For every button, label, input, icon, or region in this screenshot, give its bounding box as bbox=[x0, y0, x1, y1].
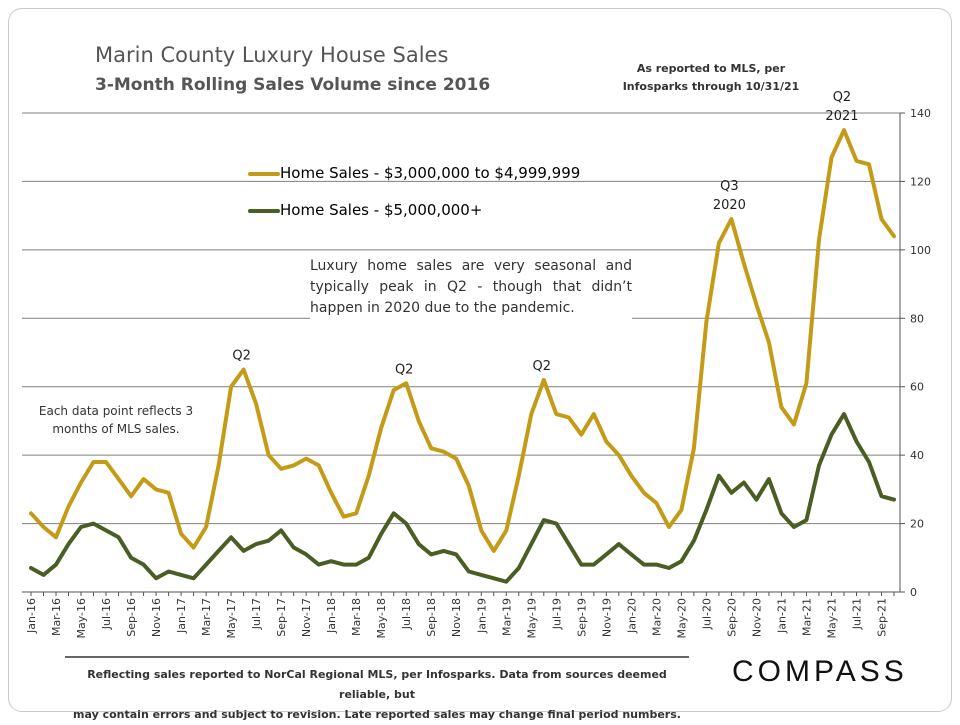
y-tick-label-20: 20 bbox=[910, 518, 924, 531]
x-tick-label: Mar-18 bbox=[350, 598, 363, 636]
legend-label-series-1: Home Sales - $3,000,000 to $4,999,999 bbox=[280, 164, 581, 182]
x-tick-label: Nov-20 bbox=[750, 598, 763, 637]
x-tick-label: Sep-19 bbox=[575, 598, 588, 637]
x-tick-label: Nov-16 bbox=[150, 598, 163, 637]
x-tick-label: May-19 bbox=[525, 598, 538, 639]
x-tick-label: May-17 bbox=[225, 598, 238, 639]
x-tick-labels: Jan-16 Mar-16 May-16 Jul-16 Sep-16 Nov-16 Jan-… bbox=[25, 598, 888, 639]
footer-line1: Reflecting sales reported to NorCal Regi… bbox=[87, 668, 667, 701]
source-note: As reported to MLS, per Infosparks throu… bbox=[596, 60, 826, 96]
y-tick-label-40: 40 bbox=[910, 449, 924, 462]
y-tick-labels: 0 20 40 60 80 100 120 140 bbox=[910, 107, 931, 599]
x-tick-label: May-20 bbox=[675, 598, 688, 639]
x-tick-label: Sep-16 bbox=[125, 598, 138, 637]
x-tick-label: Jan-16 bbox=[25, 598, 38, 634]
x-tick-label: Nov-19 bbox=[600, 598, 613, 637]
x-tick-label: Mar-19 bbox=[500, 598, 513, 636]
x-tick-label: Jan-18 bbox=[325, 598, 338, 634]
x-tick-label: Sep-17 bbox=[275, 598, 288, 637]
legend-markers bbox=[248, 172, 280, 213]
y-tick-label-0: 0 bbox=[910, 586, 917, 599]
x-tick-label: May-16 bbox=[75, 598, 88, 639]
footer-disclaimer: Reflecting sales reported to NorCal Regi… bbox=[65, 665, 689, 725]
source-note-line1: As reported to MLS, per bbox=[636, 62, 786, 75]
gridlines bbox=[22, 112, 900, 525]
series-lines bbox=[29, 128, 896, 584]
chart-frame bbox=[8, 8, 952, 712]
x-tick-label: Sep-20 bbox=[725, 598, 738, 637]
x-tick-label: Jan-20 bbox=[625, 598, 638, 634]
x-tick-label: May-18 bbox=[375, 598, 388, 639]
footer-divider bbox=[65, 656, 689, 658]
x-tick-label: Jul-17 bbox=[250, 598, 263, 630]
axes bbox=[22, 112, 905, 596]
peak-labels: Q2 Q2 Q2 Q3 2020 Q2 2021 bbox=[232, 90, 858, 377]
x-tick-label: Sep-18 bbox=[425, 598, 438, 637]
data-point-note: Each data point reflects 3 months of MLS… bbox=[28, 402, 204, 438]
peak-label: Q2 bbox=[533, 359, 552, 374]
x-tick-label: May-21 bbox=[825, 598, 838, 639]
x-tick-label: Nov-18 bbox=[450, 598, 463, 637]
peak-label: 2020 bbox=[713, 198, 746, 213]
footer-line2: may contain errors and subject to revisi… bbox=[73, 708, 681, 721]
x-tick-label: Jul-19 bbox=[550, 598, 563, 630]
x-tick-label: Sep-21 bbox=[875, 598, 888, 637]
x-tick-label: Mar-20 bbox=[650, 598, 663, 636]
source-note-line2: Infosparks through 10/31/21 bbox=[622, 80, 800, 93]
seasonality-annotation: Luxury home sales are very seasonal and … bbox=[310, 256, 632, 319]
y-tick-label-120: 120 bbox=[910, 175, 931, 188]
x-tick-label: Mar-16 bbox=[50, 598, 63, 636]
x-tick-label: Mar-21 bbox=[800, 598, 813, 636]
y-tick-label-100: 100 bbox=[910, 244, 931, 257]
x-tick-label: Jul-21 bbox=[850, 598, 863, 630]
x-tick-label: Jan-19 bbox=[475, 598, 488, 634]
y-tick-label-80: 80 bbox=[910, 312, 924, 325]
series-line-1 bbox=[29, 128, 896, 553]
chart-title: Marin County Luxury House Sales bbox=[95, 43, 449, 67]
peak-label: Q2 bbox=[395, 362, 414, 377]
y-tick-label-140: 140 bbox=[910, 107, 931, 120]
chart-subtitle: 3-Month Rolling Sales Volume since 2016 bbox=[95, 75, 491, 95]
x-tick-label: Jul-16 bbox=[100, 598, 113, 630]
x-tick-label: Jul-20 bbox=[700, 598, 713, 630]
compass-logo: COMPASS bbox=[732, 655, 908, 688]
peak-label: Q2 bbox=[833, 90, 852, 105]
x-tick-label: Jul-18 bbox=[400, 598, 413, 630]
series-line-2 bbox=[29, 412, 896, 584]
peak-label: 2021 bbox=[825, 109, 858, 124]
peak-label: Q2 bbox=[232, 349, 251, 364]
peak-label: Q3 bbox=[720, 179, 739, 194]
x-tick-label: Jan-21 bbox=[775, 598, 788, 634]
x-tick-label: Mar-17 bbox=[200, 598, 213, 636]
x-tick-label: Nov-17 bbox=[300, 598, 313, 637]
y-tick-label-60: 60 bbox=[910, 381, 924, 394]
legend-label-series-2: Home Sales - $5,000,000+ bbox=[280, 201, 483, 219]
x-tick-label: Jan-17 bbox=[175, 598, 188, 634]
